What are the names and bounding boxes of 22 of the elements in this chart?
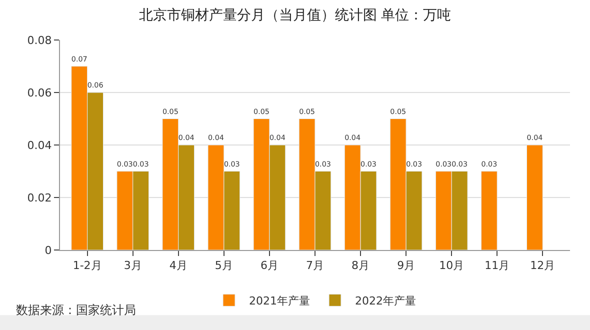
legend-label: 2021年产量	[249, 294, 310, 308]
x-tick-label: 3月	[124, 259, 142, 272]
x-tick-label: 4月	[169, 259, 188, 272]
x-tick-label: 7月	[306, 259, 324, 272]
x-tick-label: 12月	[530, 259, 556, 272]
bar	[480, 171, 498, 250]
legend-label: 2022年产量	[355, 294, 416, 308]
y-tick-label: 0.08	[27, 34, 52, 47]
bar	[526, 144, 543, 250]
chart-title: 北京市铜材产量分月（当月值）统计图 单位：万吨	[138, 8, 452, 24]
x-tick-label: 1-2月	[72, 259, 102, 272]
x-tick-label: 6月	[260, 259, 278, 272]
x-tick-label: 5月	[214, 259, 233, 272]
y-tick-label: 0	[44, 244, 52, 257]
x-tick-label: 10月	[439, 259, 464, 272]
x-tick-label: 8月	[352, 259, 370, 272]
y-tick-label: 0.02	[27, 191, 52, 204]
source-note: 数据来源：国家统计局	[16, 303, 136, 317]
y-tick-label: 0.04	[27, 138, 52, 152]
x-tick-label: 9月	[397, 259, 416, 272]
y-tick-label: 0.06	[27, 86, 52, 100]
x-tick-label: 11月	[484, 259, 510, 272]
